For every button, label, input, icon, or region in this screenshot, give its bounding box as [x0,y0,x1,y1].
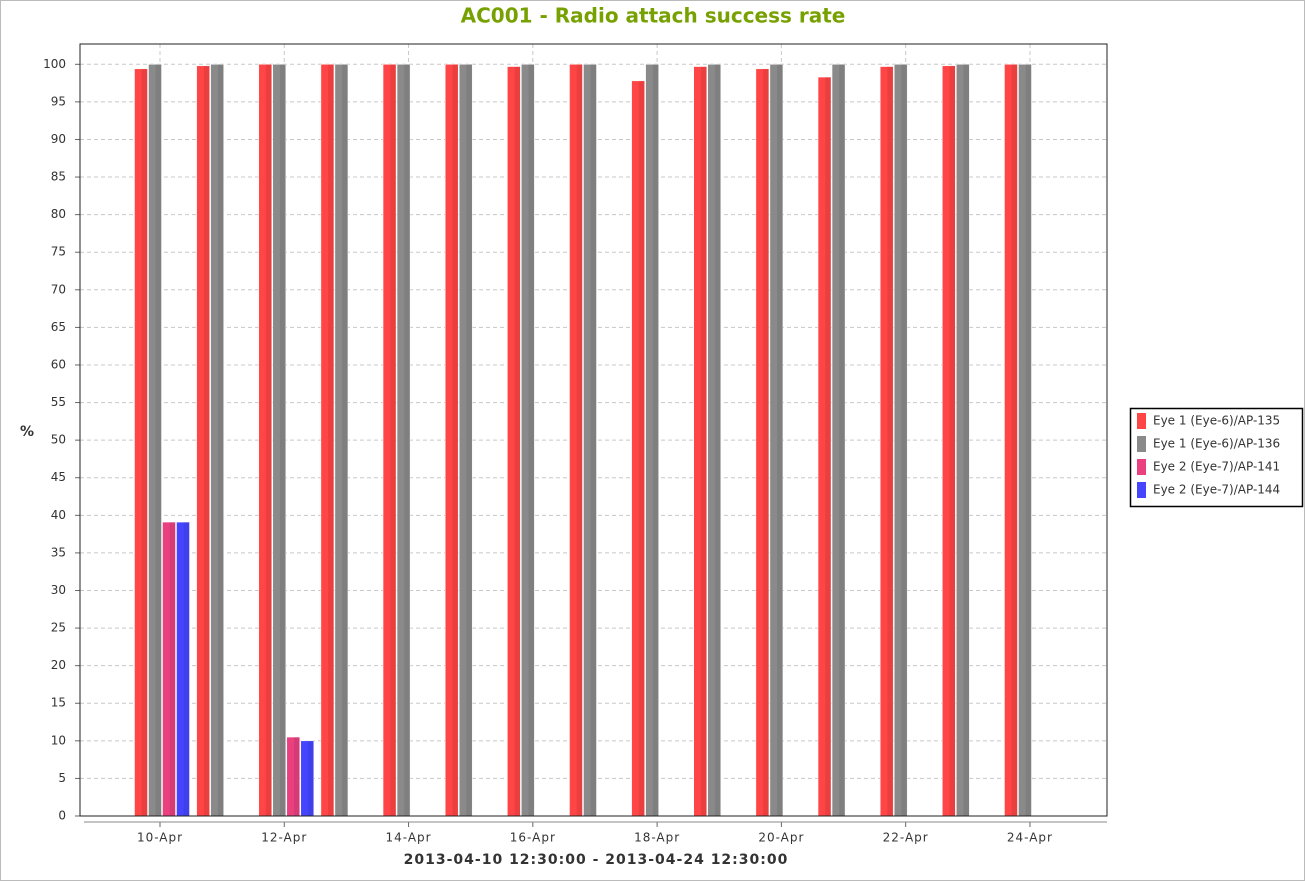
bar [942,65,956,817]
bar [176,521,190,817]
bar [631,80,645,817]
x-tick-label: 24-Apr [1007,831,1053,845]
y-tick-label: 65 [51,320,66,334]
y-tick-label: 5 [58,771,66,785]
bar [396,64,411,817]
bar [286,736,301,817]
legend-swatch [1137,459,1146,475]
legend-label: Eye 2 (Eye-7)/AP-141 [1153,460,1280,474]
bar [521,64,535,817]
legend-swatch [1137,482,1146,498]
bar [444,64,459,817]
x-tick-label: 14-Apr [386,831,432,845]
x-tick-label: 20-Apr [758,831,804,845]
bar [693,66,708,817]
bar [196,65,210,817]
bar [258,64,273,817]
bar [334,64,349,817]
y-tick-label: 95 [51,94,66,108]
bar [956,64,970,817]
y-axis-label: % [20,424,34,440]
bar [817,76,832,817]
bar [300,740,315,817]
bar [1018,64,1032,817]
bar [831,64,846,817]
y-tick-label: 10 [51,733,66,747]
y-tick-label: 55 [51,395,66,409]
y-tick-label: 100 [43,57,66,71]
bar [320,64,335,817]
y-tick-label: 85 [51,170,66,184]
x-tick-label: 18-Apr [634,831,680,845]
bar [583,64,597,817]
y-tick-label: 35 [51,545,66,559]
bar [707,64,722,817]
y-tick-label: 75 [51,245,66,259]
chart-title: AC001 - Radio attach success rate [461,4,846,28]
bar [382,64,397,817]
x-tick-label: 10-Apr [137,831,183,845]
y-tick-label: 20 [51,658,66,672]
bar [162,521,176,817]
bar [569,64,583,817]
y-tick-label: 90 [51,132,66,146]
y-tick-label: 40 [51,508,66,522]
y-tick-label: 0 [58,809,66,823]
bar [458,64,473,817]
bar [769,64,784,817]
bar [210,64,224,817]
legend-box [1129,407,1304,508]
bar [1004,64,1018,817]
x-tick-label: 22-Apr [883,831,929,845]
bar [272,64,287,817]
legend-label: Eye 2 (Eye-7)/AP-144 [1153,483,1280,497]
y-tick-label: 60 [51,357,66,371]
bar [134,68,148,817]
y-tick-label: 70 [51,282,66,296]
legend-swatch [1137,436,1146,452]
bar [879,66,894,817]
y-tick-label: 15 [51,696,66,710]
y-tick-label: 80 [51,207,66,221]
bar [755,68,770,817]
y-tick-label: 30 [51,583,66,597]
y-tick-label: 50 [51,433,66,447]
y-tick-label: 25 [51,621,66,635]
bar [148,64,162,817]
bar [645,64,659,817]
x-axis-label: 2013-04-10 12:30:00 - 2013-04-24 12:30:0… [404,852,789,868]
bar [893,64,908,817]
plot-frame [79,43,1108,817]
x-tick-label: 12-Apr [261,831,307,845]
legend-label: Eye 1 (Eye-6)/AP-136 [1153,437,1280,451]
legend-label: Eye 1 (Eye-6)/AP-135 [1153,414,1280,428]
legend-swatch [1137,413,1146,429]
x-tick-label: 16-Apr [510,831,556,845]
y-tick-label: 45 [51,470,66,484]
bar [507,66,521,817]
